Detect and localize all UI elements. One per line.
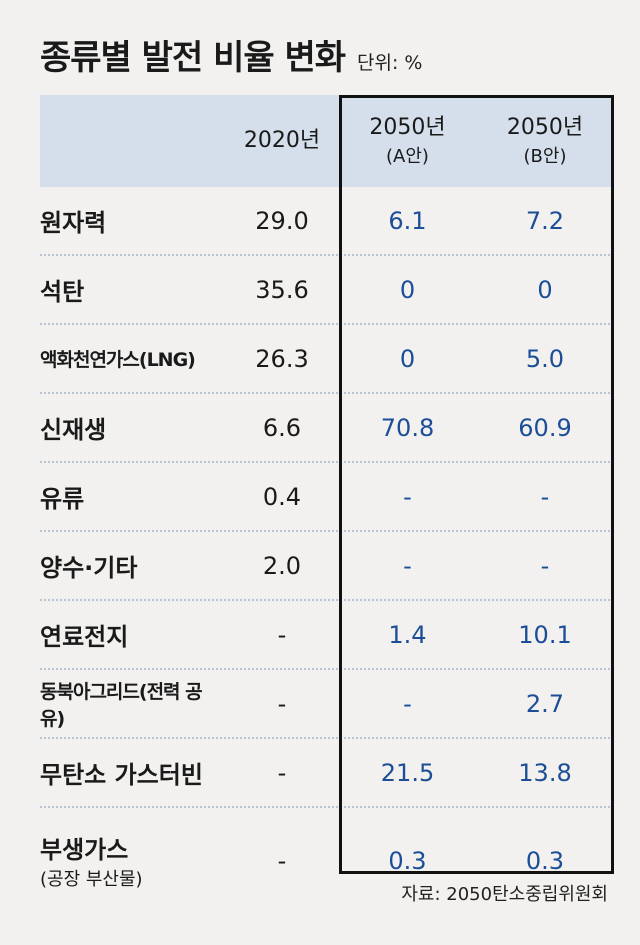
col-header-sub: (A안) xyxy=(386,145,429,167)
table-body: 원자력 29.0 6.1 7.2 석탄 35.6 0 0 액화천연가스(LNG) 26.3 0 5.0… xyxy=(40,187,614,913)
row-label: 동북아그리드(전력 공유) xyxy=(40,677,225,731)
row-label-text: 유류 xyxy=(40,485,85,513)
value-cell: - xyxy=(403,482,412,511)
row-label-text: 석탄 xyxy=(40,278,85,306)
value-cell: 70.8 xyxy=(380,413,435,442)
row-label-text: 양수·기타 xyxy=(40,554,138,582)
value-cell: 5.0 xyxy=(525,344,565,373)
value-cell: 0.3 xyxy=(525,846,565,875)
value-cell: - xyxy=(403,689,412,718)
row-label: 양수·기타 xyxy=(40,548,225,583)
value-cell: 26.3 xyxy=(255,344,309,373)
row-label-text: 부생가스 xyxy=(40,836,129,864)
value-cell: 0.4 xyxy=(262,482,302,511)
value-cell: 10.1 xyxy=(518,620,572,649)
value-cell: 0 xyxy=(537,275,553,304)
row-label: 신재생 xyxy=(40,410,225,445)
table-row: 동북아그리드(전력 공유) - - 2.7 xyxy=(40,670,614,739)
row-label-sub: (공장 부산물) xyxy=(40,869,143,890)
row-label: 연료전지 xyxy=(40,617,225,652)
table-row: 유류 0.4 - - xyxy=(40,463,614,532)
value-cell: 6.6 xyxy=(262,413,302,442)
value-cell: - xyxy=(277,620,287,649)
row-label: 액화천연가스(LNG) xyxy=(40,345,225,372)
value-cell: 1.4 xyxy=(388,620,427,649)
table-row: 무탄소 가스터빈 - 21.5 13.8 xyxy=(40,739,614,808)
data-table: 2020년 2050년 (A안) 2050년 (B안) 원자력 29.0 6.1 7.… xyxy=(40,95,614,913)
row-label-text: 연료전지 xyxy=(40,623,129,651)
value-cell: 0 xyxy=(399,275,416,304)
col-header-2050a: 2050년 (A안) xyxy=(339,113,476,169)
row-label-text: 신재생 xyxy=(40,416,107,444)
col-header-label: 2020년 xyxy=(243,127,321,153)
value-cell: 13.8 xyxy=(518,758,572,787)
col-header-label: 2050년 xyxy=(506,115,584,140)
table-row: 부생가스 (공장 부산물) - 0.3 0.3 xyxy=(40,808,614,913)
value-cell: 2.7 xyxy=(525,689,565,718)
col-header-sub: (B안) xyxy=(523,145,567,167)
title-row: 종류별 발전 비율 변화 단위: % xyxy=(40,30,423,79)
chart-title: 종류별 발전 비율 변화 xyxy=(40,38,346,78)
value-cell: - xyxy=(540,551,550,580)
value-cell: 0.3 xyxy=(388,846,427,875)
unit-label: 단위: % xyxy=(357,52,423,74)
row-label: 유류 xyxy=(40,479,225,514)
row-label: 무탄소 가스터빈 xyxy=(40,755,225,790)
source-note: 자료: 2050탄소중립위원회 xyxy=(401,884,608,905)
row-label: 석탄 xyxy=(40,272,225,307)
value-cell: - xyxy=(540,482,550,511)
col-header-2050b: 2050년 (B안) xyxy=(476,113,614,169)
table-row: 신재생 6.6 70.8 60.9 xyxy=(40,394,614,463)
value-cell: 2.0 xyxy=(262,551,302,580)
row-label: 부생가스 (공장 부산물) xyxy=(40,830,225,891)
value-cell: - xyxy=(403,551,412,580)
table-row: 액화천연가스(LNG) 26.3 0 5.0 xyxy=(40,325,614,394)
value-cell: 21.5 xyxy=(380,758,435,787)
value-cell: 7.2 xyxy=(525,206,565,235)
table-header: 2020년 2050년 (A안) 2050년 (B안) xyxy=(40,95,614,187)
row-label-text: 원자력 xyxy=(40,209,107,237)
scenario-2050-box xyxy=(339,95,614,874)
value-cell: 29.0 xyxy=(255,206,309,235)
value-cell: 6.1 xyxy=(388,206,427,235)
table-row: 양수·기타 2.0 - - xyxy=(40,532,614,601)
value-cell: - xyxy=(277,846,287,875)
value-cell: 0 xyxy=(399,344,416,373)
row-label: 원자력 xyxy=(40,203,225,238)
table-row: 원자력 29.0 6.1 7.2 xyxy=(40,187,614,256)
col-header-2020: 2020년 xyxy=(225,126,339,157)
table-row: 석탄 35.6 0 0 xyxy=(40,256,614,325)
value-cell: - xyxy=(277,689,287,718)
value-cell: 35.6 xyxy=(255,275,309,304)
value-cell: - xyxy=(277,758,287,787)
row-label-text: 액화천연가스(LNG) xyxy=(40,349,196,371)
row-label-text: 동북아그리드(전력 공유) xyxy=(40,680,203,730)
table-row: 연료전지 - 1.4 10.1 xyxy=(40,601,614,670)
row-label-text: 무탄소 가스터빈 xyxy=(40,761,203,789)
col-header-label: 2050년 xyxy=(369,115,446,140)
value-cell: 60.9 xyxy=(518,413,572,442)
